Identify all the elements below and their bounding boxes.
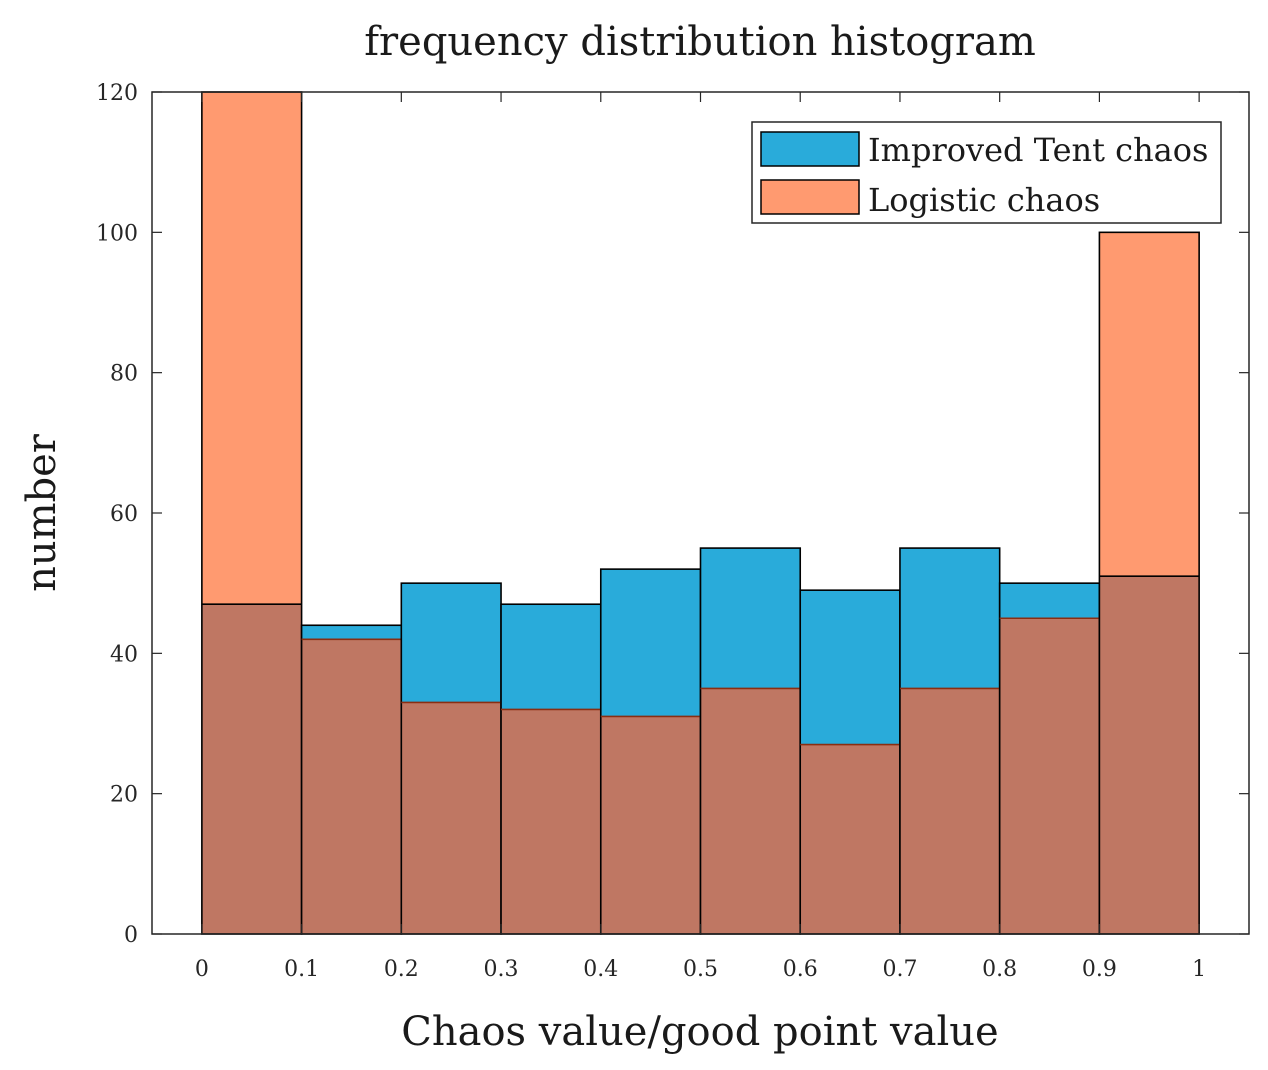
- x-tick-label: 0.3: [484, 957, 519, 982]
- y-tick-label: 0: [124, 923, 138, 948]
- bar-overlap-bin-9: [1099, 576, 1200, 934]
- bar-overlap-bin-7: [899, 688, 1000, 934]
- x-tick-label: 0: [195, 957, 209, 982]
- bar-logistic-bin-9: [1099, 232, 1200, 577]
- bar-overlap-bin-5: [700, 688, 801, 934]
- bar-improved-tent-bin-6: [800, 590, 900, 745]
- y-tick-label: 120: [96, 81, 138, 106]
- bar-overlap-bin-8: [999, 618, 1100, 934]
- ticks-layer: 0 0.1 0.2 0.3 0.4 0.5 0.6 0.7 0.8 0.9 1 0 20 40 60 80 10…: [96, 81, 1249, 982]
- bar-overlap-bin-2: [401, 702, 502, 934]
- x-tick-label: 0.6: [783, 957, 818, 982]
- x-tick-label: 0.4: [583, 957, 618, 982]
- bar-improved-tent-bin-3: [501, 604, 601, 710]
- bar-improved-tent-bin-4: [600, 569, 701, 717]
- bar-improved-tent-bin-2: [401, 583, 502, 703]
- bar-improved-tent-bin-1: [301, 625, 402, 640]
- x-tick-label: 0.5: [683, 957, 718, 982]
- x-tick-label: 0.8: [982, 957, 1017, 982]
- bar-logistic-bin-0: [201, 92, 302, 605]
- y-tick-label: 80: [110, 362, 138, 387]
- x-axis-label: Chaos value/good point value: [401, 1009, 998, 1055]
- x-tick-label: 0.9: [1082, 957, 1117, 982]
- bar-overlap-bin-6: [800, 744, 900, 934]
- legend-label-improved-tent: Improved Tent chaos: [868, 131, 1208, 169]
- bar-overlap-bin-0: [201, 604, 302, 934]
- bar-overlap-bin-3: [501, 709, 601, 934]
- legend: Improved Tent chaos Logistic chaos: [751, 121, 1222, 224]
- bar-improved-tent-bin-5: [700, 548, 801, 689]
- x-tick-label: 1: [1192, 957, 1206, 982]
- bar-overlap-bin-1: [301, 639, 402, 934]
- chart-title: frequency distribution histogram: [364, 19, 1036, 65]
- y-tick-label: 100: [96, 221, 138, 246]
- bar-overlap-bin-4: [600, 716, 701, 934]
- x-tick-label: 0.2: [384, 957, 419, 982]
- x-tick-label: 0.1: [284, 957, 319, 982]
- legend-label-logistic: Logistic chaos: [868, 181, 1100, 219]
- legend-swatch-improved-tent: [760, 131, 860, 167]
- x-tick-label: 0.7: [882, 957, 917, 982]
- bars-layer: [201, 91, 1200, 935]
- y-tick-label: 60: [110, 502, 138, 527]
- bar-improved-tent-bin-7: [899, 548, 1000, 689]
- y-tick-label: 20: [110, 783, 138, 808]
- legend-swatch-logistic: [760, 179, 860, 215]
- y-axis-label: number: [19, 433, 65, 592]
- y-tick-label: 40: [110, 642, 138, 667]
- bar-improved-tent-bin-8: [999, 583, 1100, 619]
